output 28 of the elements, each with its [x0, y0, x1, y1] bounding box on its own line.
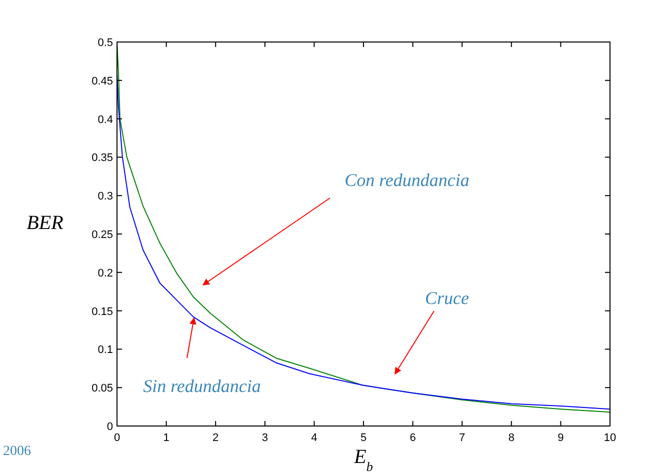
y-tick-label: 0.5 [98, 37, 113, 49]
x-tick-label: 8 [508, 432, 514, 444]
x-tick-label: 0 [114, 432, 120, 444]
y-tick-label: 0 [106, 421, 113, 433]
y-tick-label: 0.35 [92, 152, 113, 164]
x-tick-label: 7 [459, 432, 466, 444]
x-tick-label: 10 [604, 432, 616, 444]
x-tick-label: 6 [410, 432, 416, 444]
text: 2006 [3, 444, 31, 459]
x-tick-label: 4 [311, 432, 318, 444]
y-tick-label: 0.15 [92, 306, 113, 318]
x-tick-label: 2 [212, 432, 219, 444]
y-tick-label: 0.25 [92, 229, 113, 241]
x-tick-label: 3 [262, 432, 268, 444]
y-tick-label: 0.1 [98, 344, 113, 356]
y-axis-title: BER [26, 212, 64, 234]
annotation: Cruce [425, 288, 469, 308]
y-tick-label: 0.45 [92, 75, 113, 88]
x-tick-label: 1 [163, 432, 170, 444]
y-tick-label: 0.4 [98, 114, 113, 126]
x-axis-title: E$_{b}$ [353, 446, 374, 473]
y-tick-label: 0.3 [98, 190, 113, 203]
x-tick-label: 5 [360, 432, 367, 444]
y-tick-label: 0.05 [92, 382, 113, 395]
x-tick-label: 9 [558, 432, 564, 444]
y-tick-label: 0.2 [98, 267, 113, 280]
annotation: Sin redundancia [143, 376, 261, 396]
annotation: Con redundancia [344, 170, 470, 190]
